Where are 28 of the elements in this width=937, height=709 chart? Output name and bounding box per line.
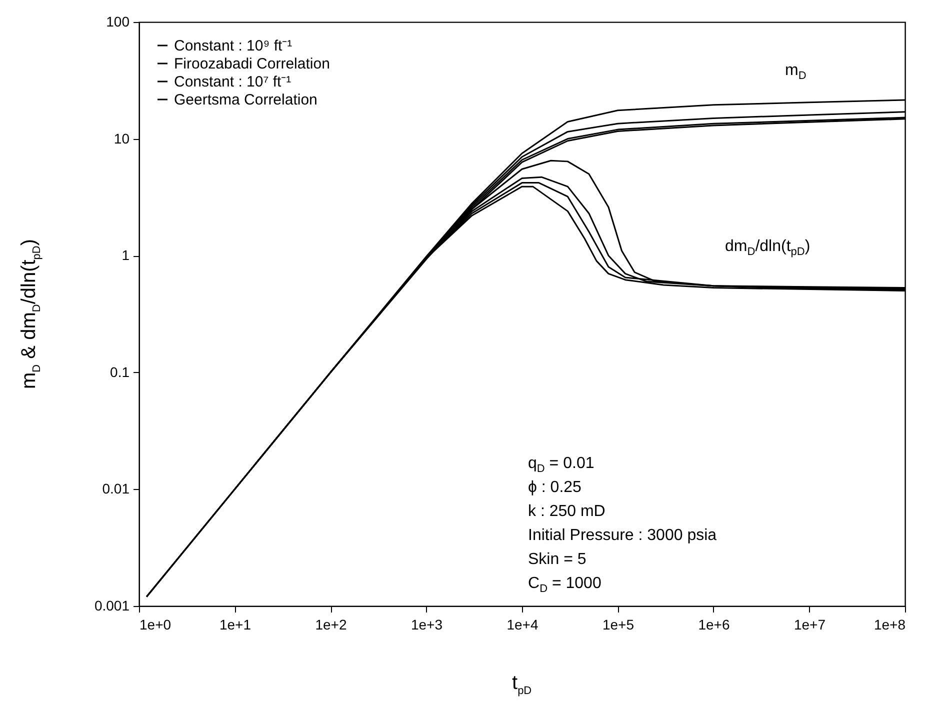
x-tick-label: 1e+1 (219, 616, 252, 632)
annotation: C$_{D}$ = 1000 (528, 575, 602, 596)
legend-label: Firoozabadi Correlation (174, 56, 330, 72)
annotation: ϕ : 0.25 (528, 479, 582, 497)
x-tick-label: 1e+8 (874, 616, 906, 632)
y-tick-label: 10 (114, 130, 130, 146)
y-tick-label: 100 (106, 14, 130, 30)
x-tick-label: 1e+2 (315, 616, 347, 632)
x-tick-label: 1e+4 (506, 616, 538, 632)
legend-label: Geertsma Correlation (174, 92, 318, 108)
legend-label: Constant : 10⁹ ft⁻¹ (174, 38, 292, 54)
x-tick-label: 1e+7 (794, 616, 826, 632)
x-tick-label: 1e+0 (140, 616, 172, 632)
annotation: Initial Pressure : 3000 psia (528, 527, 717, 545)
x-tick-label: 1e+5 (602, 616, 634, 632)
x-axis-title: t$_{pD}$ (512, 672, 532, 697)
y-tick-label: 1 (122, 247, 130, 264)
legend-label: Constant : 10⁷ ft⁻¹ (174, 74, 292, 90)
annotation: dm$_{D}$/dln(t$_{pD}$) (725, 238, 810, 258)
annotation: m$_{D}$ (785, 62, 806, 82)
annotation: Skin = 5 (528, 551, 586, 569)
x-tick-label: 1e+6 (698, 616, 730, 632)
annotation: k : 250 mD (528, 503, 606, 521)
annotation: q$_{D}$ = 0.01 (528, 455, 594, 476)
x-tick-label: 1e+3 (410, 616, 443, 632)
y-tick-label: 0.01 (102, 480, 130, 497)
y-tick-label: 0.1 (110, 364, 130, 380)
y-tick-label: 0.001 (94, 598, 130, 614)
